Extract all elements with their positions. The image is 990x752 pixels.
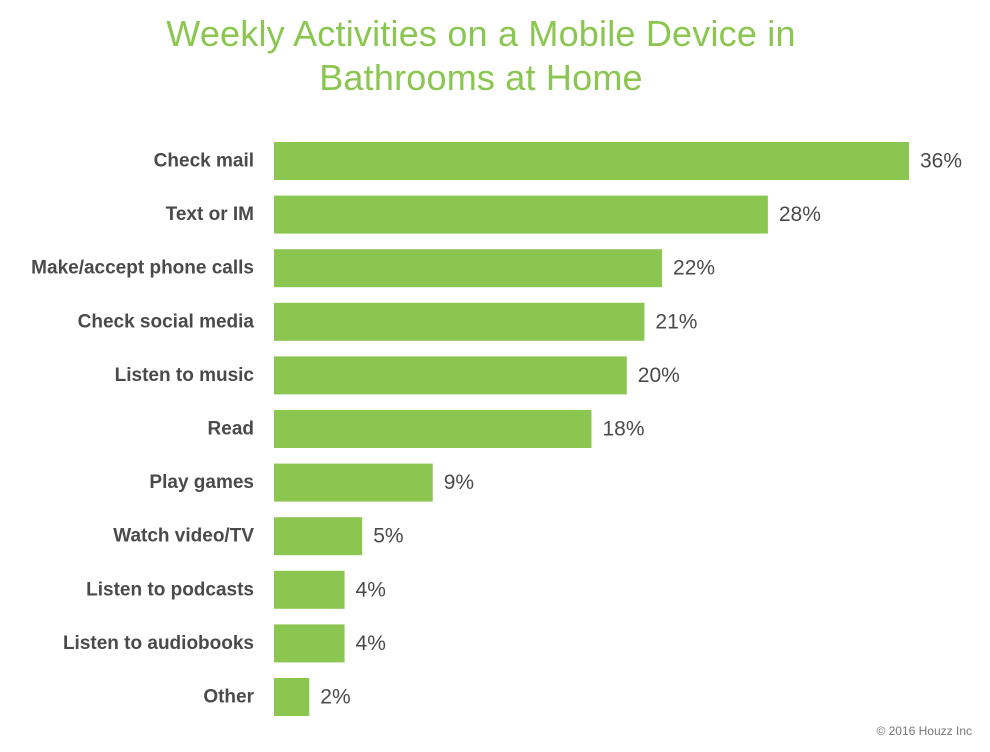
- bar: [274, 463, 433, 502]
- bar: [274, 195, 768, 234]
- value-label: 20%: [638, 364, 680, 387]
- category-label: Make/accept phone calls: [31, 258, 254, 279]
- bar: [274, 517, 363, 556]
- category-label: Check mail: [154, 151, 254, 172]
- chart-title-line-1: Weekly Activities on a Mobile Device in: [166, 13, 796, 54]
- value-label: 5%: [373, 525, 403, 548]
- category-label: Play games: [149, 472, 254, 493]
- category-label: Check social media: [78, 311, 255, 332]
- value-label: 4%: [356, 578, 386, 601]
- value-label: 22%: [673, 257, 715, 280]
- bar: [274, 249, 663, 288]
- value-label: 28%: [779, 203, 821, 226]
- bar: [274, 142, 909, 180]
- bar: [274, 356, 627, 395]
- category-label: Text or IM: [166, 204, 254, 225]
- value-label: 2%: [320, 686, 350, 709]
- category-label: Read: [208, 419, 254, 440]
- bar-group: Check mail 36% Text or IM 28% Make/accept ph…: [31, 142, 962, 716]
- value-label: 9%: [444, 471, 474, 494]
- value-label: 21%: [655, 310, 697, 333]
- category-label: Watch video/TV: [113, 526, 254, 547]
- value-label: 4%: [356, 632, 386, 655]
- bar: [274, 678, 310, 716]
- bar: [274, 410, 592, 448]
- chart-title-line-2: Bathrooms at Home: [319, 57, 643, 98]
- copyright-footer: © 2016 Houzz Inc: [876, 724, 972, 738]
- chart-title: Weekly Activities on a Mobile Device in …: [0, 12, 962, 100]
- bar: [274, 624, 345, 663]
- bar: [274, 302, 645, 341]
- bar: [274, 570, 345, 609]
- category-label: Listen to audiobooks: [63, 633, 254, 654]
- category-label: Listen to music: [115, 365, 255, 386]
- category-label: Other: [203, 687, 254, 708]
- value-label: 18%: [603, 418, 645, 441]
- value-label: 36%: [920, 150, 962, 173]
- category-label: Listen to podcasts: [86, 579, 254, 600]
